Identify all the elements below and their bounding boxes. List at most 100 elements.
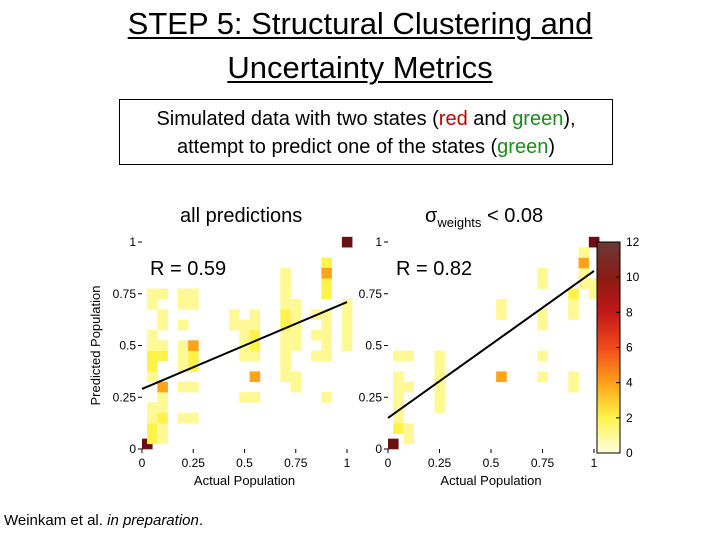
heatmap-cell — [249, 371, 261, 383]
left-heatmap: 0 0.25 0.5 0.75 1 0 0.25 0.5 0.75 1 Actual Populat… — [88, 235, 353, 488]
heatmap-cell — [157, 309, 168, 320]
heatmap-cell — [188, 298, 199, 310]
heatmap-cell — [403, 423, 415, 434]
heatmap-cell — [321, 309, 332, 320]
heatmap-cell — [280, 319, 291, 331]
heatmap-cell — [578, 247, 590, 258]
heatmap-cell — [321, 392, 332, 403]
heatmap-cell — [321, 329, 332, 341]
heatmap-cell — [147, 288, 158, 300]
heatmap-cell — [393, 423, 404, 434]
heatmap-cell — [434, 361, 445, 372]
heatmap-cell — [578, 267, 590, 279]
y-tick-label: 0.75 — [359, 287, 383, 301]
heatmap-cell — [496, 298, 507, 310]
heatmap-cell — [341, 298, 353, 310]
heatmap-cell — [537, 319, 548, 331]
heatmap-cell — [341, 319, 353, 331]
subtitle-box: Simulated data with two states (red and … — [119, 99, 613, 165]
heatmap-cell — [496, 371, 507, 383]
sigma-subscript: weights — [437, 215, 482, 230]
x-axis-label: Actual Population — [440, 473, 541, 488]
heatmap-cell — [147, 412, 158, 424]
y-tick-label: 0.5 — [365, 339, 382, 353]
citation-period: . — [198, 512, 204, 529]
heatmap-cell — [341, 309, 353, 320]
y-tick-label: 0.25 — [113, 390, 137, 404]
x-tick-label: 1 — [591, 456, 598, 470]
heatmap-cell — [568, 298, 579, 310]
heatmap-cell — [496, 309, 507, 320]
correlation-annotation: R = 0.82 — [396, 258, 472, 280]
heatmap-cell — [249, 350, 261, 362]
x-axis-label: Actual Population — [194, 473, 295, 488]
heatmap-cell — [147, 298, 158, 310]
subtitle-text-2b: ) — [548, 136, 555, 158]
heatmap-cell — [280, 298, 291, 310]
citation-authors: Weinkam et al. — [4, 512, 108, 529]
heatmap-cell — [188, 288, 199, 300]
heatmap-cell — [280, 288, 291, 300]
heatmap-cell — [147, 361, 158, 372]
heatmap-cell — [188, 381, 199, 393]
colorbar-tick-label: 12 — [626, 235, 640, 249]
heatmap-cell — [290, 298, 302, 310]
y-axis-label: Predicted Population — [88, 286, 103, 406]
heatmap-cell — [537, 267, 548, 279]
subtitle-green-word: green — [512, 108, 564, 130]
heatmap-cell — [568, 288, 579, 300]
heatmap-cell — [568, 309, 579, 320]
heatmap-cell — [188, 412, 199, 424]
heatmap-cell — [280, 267, 291, 279]
heatmap-cell — [147, 402, 158, 414]
heatmap-cell — [341, 329, 353, 341]
heatmap-cell — [578, 257, 590, 269]
subtitle-text-1c: ), — [563, 108, 576, 130]
heatmap-cell — [290, 340, 302, 351]
heatmap-cell — [280, 371, 291, 383]
colorbar-tick-label: 4 — [626, 376, 633, 390]
slide-title-line2: Uncertainty Metrics — [227, 50, 493, 85]
heatmap-cell — [147, 371, 158, 383]
heatmap-cell — [177, 340, 189, 351]
heatmap-cell — [157, 288, 168, 300]
heatmap-cell — [321, 288, 332, 300]
heatmap-cell — [157, 412, 168, 424]
heatmap-cell — [280, 278, 291, 289]
heatmap-cell — [434, 392, 445, 403]
heatmap-cell — [588, 236, 600, 248]
y-tick-label: 0.5 — [119, 339, 136, 353]
heatmap-cell — [403, 350, 415, 362]
y-tick-label: 1 — [129, 235, 136, 249]
heatmap-cell — [280, 340, 291, 351]
x-tick-label: 0.75 — [531, 456, 555, 470]
x-tick-label: 0.25 — [428, 456, 452, 470]
colorbar-tick-label: 6 — [626, 341, 633, 355]
slide-title-line1: STEP 5: Structural Clustering and — [127, 6, 593, 41]
heatmap-cell — [568, 371, 579, 383]
heatmap-cell — [403, 433, 415, 445]
heatmap-cell — [393, 371, 404, 383]
heatmap-cell — [280, 309, 291, 320]
subtitle-text-2a: attempt to predict one of the states ( — [176, 136, 498, 158]
heatmap-cell — [588, 278, 600, 289]
heatmap-cell — [157, 381, 168, 393]
heatmap-cell — [157, 350, 168, 362]
colorbar-tick-label: 10 — [626, 270, 640, 284]
right-heatmap: 0 0.25 0.5 0.75 1 0 0.25 0.5 0.75 1 Actual Populat… — [359, 235, 600, 488]
heatmap-cell — [188, 340, 199, 351]
citation-status: in preparation — [107, 512, 199, 529]
heatmap-cell — [537, 350, 548, 362]
heatmap-cell — [434, 371, 445, 383]
heatmap-cell — [147, 433, 158, 445]
heatmap-cell — [239, 319, 250, 331]
heatmap-cell — [177, 288, 189, 300]
heatmap-cell — [434, 381, 445, 393]
heatmap-cell — [157, 340, 168, 351]
subtitle-green-word-2: green — [497, 136, 549, 158]
heatmap-cell — [177, 412, 189, 424]
slide-title: STEP 5: Structural Clustering and Uncert… — [0, 2, 720, 90]
heatmap-cell — [239, 350, 250, 362]
left-panel-title: all predictions — [180, 205, 303, 227]
y-tick-label: 0 — [375, 442, 382, 456]
